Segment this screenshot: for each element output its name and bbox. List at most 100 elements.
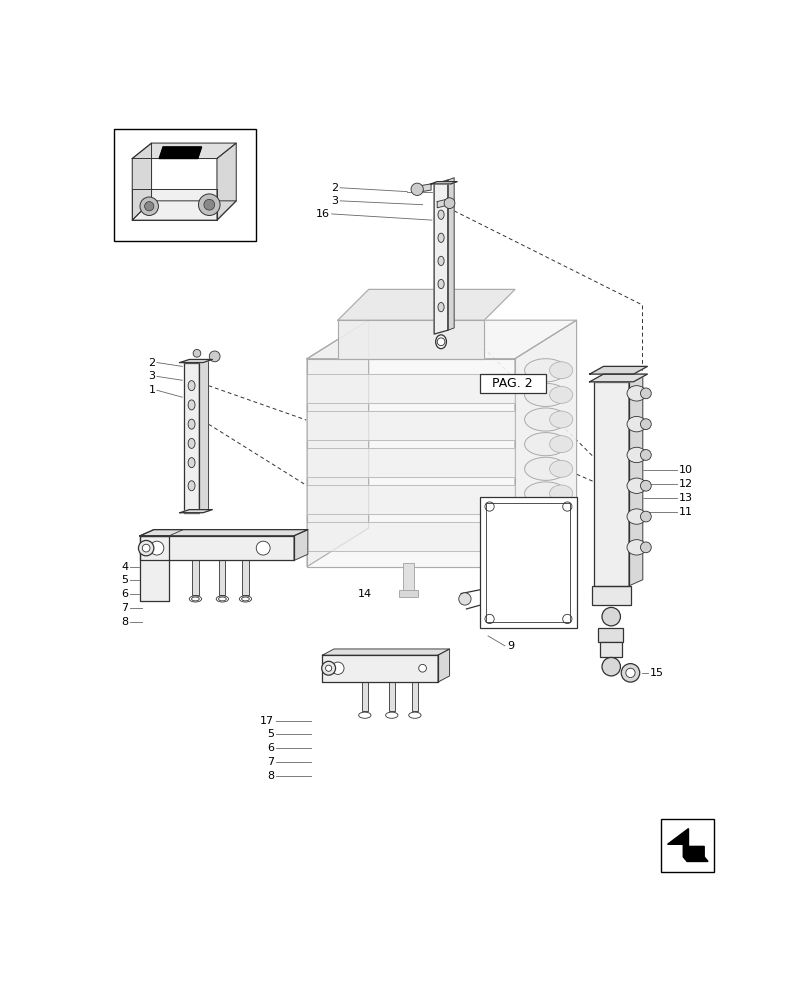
Bar <box>486 503 570 622</box>
Text: 5: 5 <box>267 729 274 739</box>
Circle shape <box>641 388 651 399</box>
Ellipse shape <box>188 481 195 491</box>
Circle shape <box>138 540 154 556</box>
Polygon shape <box>307 374 515 403</box>
Circle shape <box>145 202 154 211</box>
Polygon shape <box>133 143 236 158</box>
Polygon shape <box>322 649 449 655</box>
Ellipse shape <box>549 386 573 403</box>
Text: 16: 16 <box>316 209 330 219</box>
Bar <box>661 819 713 872</box>
Polygon shape <box>437 199 447 208</box>
Ellipse shape <box>438 279 444 289</box>
Polygon shape <box>307 522 515 551</box>
Polygon shape <box>431 182 457 184</box>
Ellipse shape <box>549 485 573 502</box>
Ellipse shape <box>524 482 567 505</box>
Text: 3: 3 <box>149 371 155 381</box>
Circle shape <box>193 349 201 357</box>
Ellipse shape <box>188 400 195 410</box>
Polygon shape <box>184 363 200 513</box>
Circle shape <box>641 419 651 430</box>
Polygon shape <box>133 201 236 220</box>
Polygon shape <box>307 448 515 477</box>
Polygon shape <box>180 359 213 363</box>
Text: 2: 2 <box>331 183 339 193</box>
Bar <box>114 129 256 241</box>
Ellipse shape <box>524 457 567 480</box>
Ellipse shape <box>627 386 646 401</box>
Polygon shape <box>438 649 449 682</box>
Polygon shape <box>448 178 454 330</box>
Polygon shape <box>515 320 577 567</box>
Circle shape <box>142 544 150 552</box>
Polygon shape <box>133 189 217 220</box>
Polygon shape <box>307 411 515 440</box>
Ellipse shape <box>524 531 567 554</box>
Polygon shape <box>684 857 708 861</box>
Ellipse shape <box>627 447 646 463</box>
Text: 1: 1 <box>149 385 155 395</box>
Text: 7: 7 <box>267 757 274 767</box>
Circle shape <box>199 194 220 215</box>
Bar <box>480 497 577 628</box>
Circle shape <box>459 593 471 605</box>
Circle shape <box>437 338 445 346</box>
Text: 14: 14 <box>358 589 372 599</box>
Polygon shape <box>417 184 431 192</box>
Circle shape <box>150 541 164 555</box>
Ellipse shape <box>549 436 573 453</box>
Circle shape <box>641 511 651 522</box>
Circle shape <box>602 607 621 626</box>
Bar <box>600 642 622 657</box>
Polygon shape <box>322 655 438 682</box>
Polygon shape <box>307 359 515 567</box>
Polygon shape <box>140 530 183 536</box>
Circle shape <box>602 657 621 676</box>
Ellipse shape <box>524 408 567 431</box>
Circle shape <box>256 541 270 555</box>
Text: 5: 5 <box>121 575 128 585</box>
Ellipse shape <box>627 416 646 432</box>
Ellipse shape <box>438 256 444 266</box>
Text: 9: 9 <box>507 641 515 651</box>
Ellipse shape <box>438 302 444 312</box>
Polygon shape <box>629 376 643 586</box>
Polygon shape <box>133 143 152 220</box>
Bar <box>598 628 623 642</box>
Ellipse shape <box>524 359 567 382</box>
Ellipse shape <box>549 510 573 527</box>
Ellipse shape <box>549 362 573 379</box>
Circle shape <box>411 183 423 195</box>
Circle shape <box>621 664 640 682</box>
Bar <box>362 682 368 711</box>
Text: 7: 7 <box>121 603 128 613</box>
Bar <box>412 682 418 711</box>
Circle shape <box>204 199 215 210</box>
Text: 3: 3 <box>331 196 339 206</box>
Ellipse shape <box>188 458 195 468</box>
Polygon shape <box>307 320 577 359</box>
Circle shape <box>419 664 427 672</box>
Text: 6: 6 <box>267 743 274 753</box>
Text: 13: 13 <box>679 493 693 503</box>
Ellipse shape <box>188 438 195 448</box>
Bar <box>592 586 631 605</box>
Ellipse shape <box>188 419 195 429</box>
Circle shape <box>209 351 220 362</box>
Circle shape <box>332 662 344 674</box>
Polygon shape <box>667 829 705 857</box>
Text: 15: 15 <box>650 668 663 678</box>
Polygon shape <box>140 536 169 601</box>
Text: 17: 17 <box>260 716 274 726</box>
Ellipse shape <box>436 335 447 349</box>
Ellipse shape <box>627 540 646 555</box>
Polygon shape <box>217 143 236 220</box>
Bar <box>242 560 249 595</box>
Polygon shape <box>338 289 515 320</box>
Circle shape <box>322 661 335 675</box>
Polygon shape <box>594 376 643 382</box>
Ellipse shape <box>188 381 195 391</box>
Polygon shape <box>200 360 208 513</box>
Ellipse shape <box>549 460 573 477</box>
